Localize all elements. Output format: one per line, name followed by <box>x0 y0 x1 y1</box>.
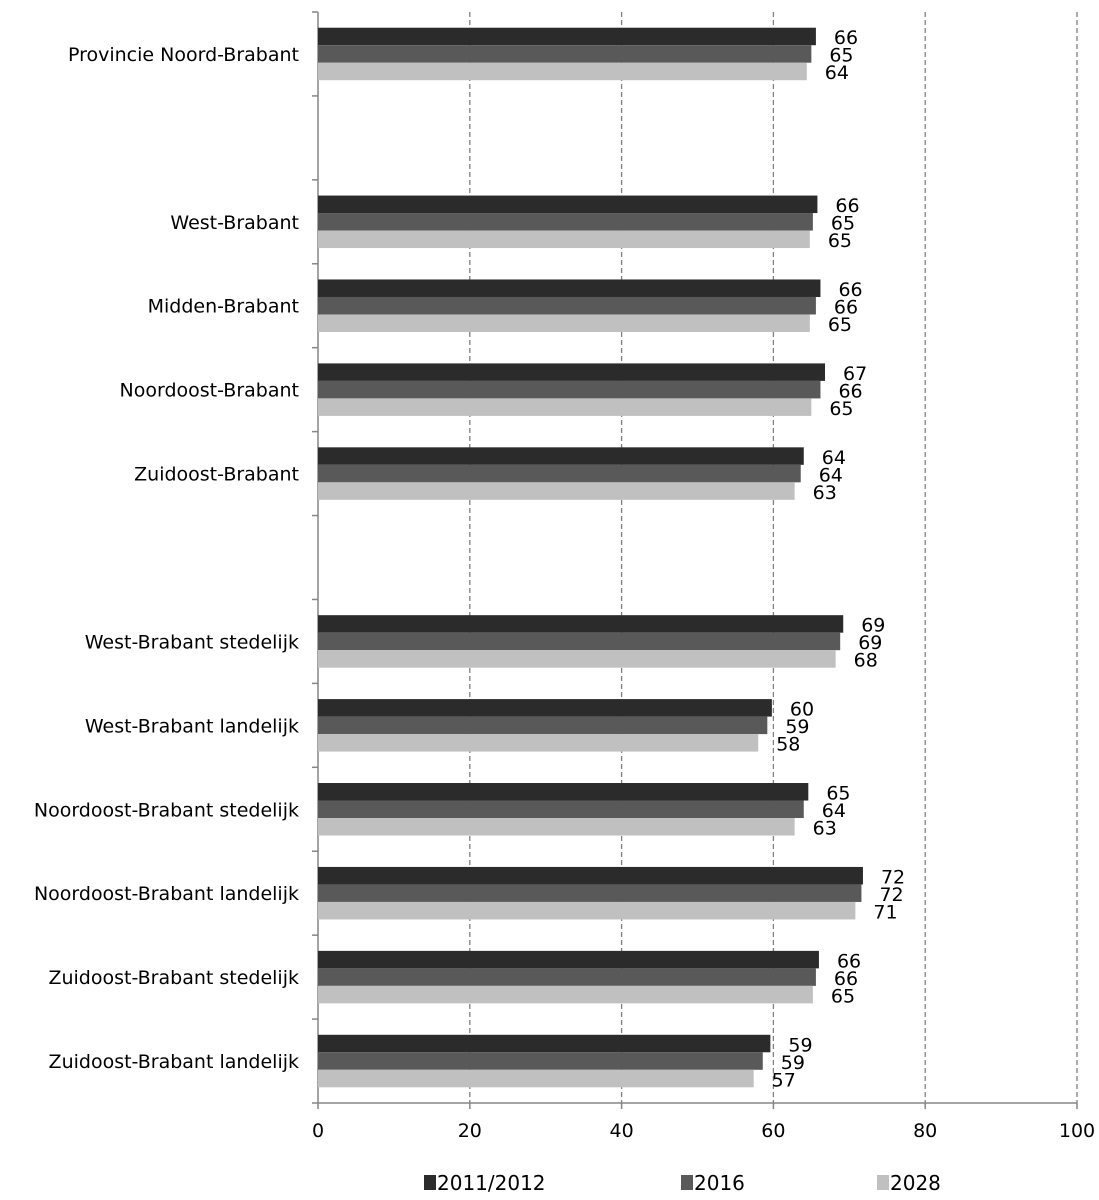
bar-20112012-0 <box>318 27 816 46</box>
bar-2028-5 <box>318 482 795 500</box>
category-label: Noordoost-Brabant <box>120 380 299 402</box>
data-label: 58 <box>776 734 800 756</box>
bar-2016-0 <box>318 45 812 63</box>
category-label: Zuidoost-Brabant stedelijk <box>48 967 299 989</box>
category-label: Noordoost-Brabant stedelijk <box>34 799 299 821</box>
data-label: 64 <box>822 800 846 822</box>
bar-2016-5 <box>318 464 801 483</box>
data-label: 69 <box>861 615 885 637</box>
bar-20112012-11 <box>318 950 819 969</box>
bar-2028-12 <box>318 1069 754 1088</box>
bar-2028-10 <box>318 901 856 920</box>
legend-label: 2011/2012 <box>437 1171 546 1195</box>
bar-20112012-8 <box>318 699 772 717</box>
category-label: Zuidoost-Brabant landelijk <box>49 1051 299 1073</box>
data-label: 57 <box>772 1069 796 1091</box>
data-label: 71 <box>873 901 897 923</box>
category-label: West-Brabant stedelijk <box>85 631 299 653</box>
bar-20112012-3 <box>318 279 821 297</box>
data-label: 66 <box>838 380 862 402</box>
bar-2028-11 <box>318 985 813 1004</box>
bar-20112012-9 <box>318 783 809 801</box>
bar-2028-9 <box>318 818 795 836</box>
bar-20112012-2 <box>318 195 818 214</box>
data-label: 72 <box>881 866 905 888</box>
bar-2016-8 <box>318 716 768 735</box>
bar-2016-2 <box>318 213 813 231</box>
bar-2016-11 <box>318 968 816 986</box>
data-label: 66 <box>835 195 859 217</box>
bar-2016-10 <box>318 884 862 902</box>
bar-20112012-12 <box>318 1034 771 1053</box>
bar-2016-9 <box>318 800 804 819</box>
data-label: 59 <box>785 716 809 738</box>
data-label: 69 <box>858 632 882 654</box>
bar-20112012-7 <box>318 615 844 633</box>
data-label: 68 <box>854 650 878 672</box>
data-label: 65 <box>828 230 852 252</box>
legend-swatch <box>877 1175 889 1190</box>
data-label: 65 <box>829 45 853 67</box>
data-label: 65 <box>826 783 850 805</box>
data-label: 63 <box>813 482 837 504</box>
bar-2028-7 <box>318 650 836 668</box>
legend-label: 2016 <box>694 1171 745 1195</box>
x-tick-label: 60 <box>761 1120 785 1142</box>
data-label: 66 <box>834 27 858 49</box>
category-label: Zuidoost-Brabant <box>134 464 299 486</box>
data-label: 65 <box>831 985 855 1007</box>
data-label: 64 <box>822 447 846 469</box>
x-tick-label: 40 <box>610 1120 634 1142</box>
bar-2028-8 <box>318 734 759 752</box>
legend-swatch <box>681 1175 693 1190</box>
data-label: 65 <box>829 398 853 420</box>
data-label: 65 <box>831 213 855 235</box>
legend-swatch <box>424 1175 436 1190</box>
data-label: 67 <box>843 363 867 385</box>
bar-2016-4 <box>318 380 821 399</box>
x-tick-label: 0 <box>312 1120 324 1142</box>
data-label: 60 <box>790 699 814 721</box>
data-label: 72 <box>879 884 903 906</box>
bar-2016-7 <box>318 632 841 651</box>
data-label: 66 <box>838 279 862 301</box>
bar-2028-2 <box>318 230 810 249</box>
category-label: West-Brabant landelijk <box>85 715 299 737</box>
data-label: 64 <box>825 62 849 84</box>
category-label: West-Brabant <box>170 212 299 234</box>
data-label: 66 <box>834 968 858 990</box>
data-label: 66 <box>834 296 858 318</box>
bar-2016-3 <box>318 296 816 315</box>
data-label: 65 <box>828 314 852 336</box>
bar-20112012-10 <box>318 866 863 885</box>
bar-2028-0 <box>318 62 807 81</box>
bar-20112012-5 <box>318 447 804 465</box>
legend-label: 2028 <box>890 1171 941 1195</box>
x-tick-label: 100 <box>1059 1120 1095 1142</box>
category-label: Noordoost-Brabant landelijk <box>34 883 299 905</box>
bar-2016-12 <box>318 1052 763 1070</box>
category-label: Provincie Noord-Brabant <box>68 44 299 66</box>
data-label: 64 <box>819 464 843 486</box>
category-label: Midden-Brabant <box>148 296 299 318</box>
data-label: 59 <box>788 1034 812 1056</box>
data-label: 66 <box>837 950 861 972</box>
bar-20112012-4 <box>318 363 826 381</box>
bar-2028-3 <box>318 314 810 332</box>
data-label: 59 <box>781 1052 805 1074</box>
bar-2028-4 <box>318 398 812 416</box>
x-tick-label: 80 <box>913 1120 937 1142</box>
x-tick-label: 20 <box>458 1120 482 1142</box>
data-label: 63 <box>813 818 837 840</box>
